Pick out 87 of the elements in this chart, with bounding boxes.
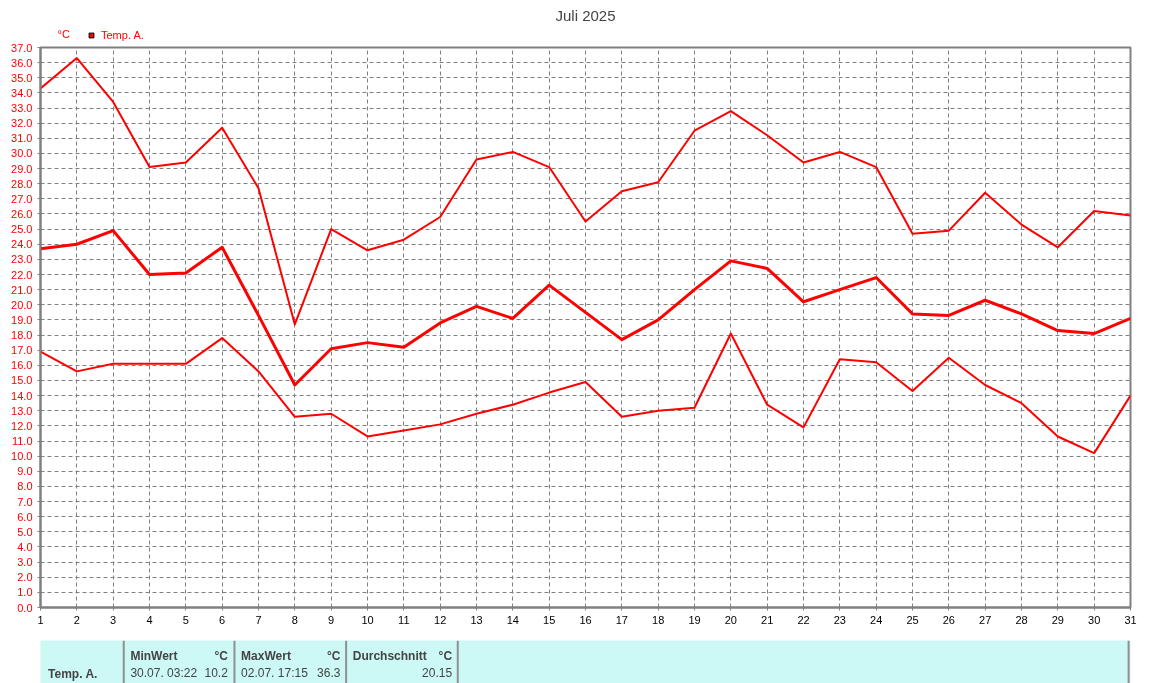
- y-tick-label: 33.0: [11, 102, 33, 115]
- x-tick-label: 30: [1088, 613, 1101, 626]
- line-series: [40, 229, 1131, 387]
- x-tick-label: 25: [906, 613, 919, 626]
- x-tick-label: 3: [110, 613, 117, 626]
- y-tick-label: 34.0: [11, 86, 33, 99]
- y-tick-label: 2.0: [17, 571, 33, 584]
- x-tick-label: 21: [761, 613, 774, 626]
- text: 36.3: [317, 666, 341, 680]
- y-tick-label: 7.0: [17, 495, 33, 508]
- x-tick-label: 22: [797, 613, 810, 626]
- x-tick-label: 13: [470, 613, 483, 626]
- x-tick-label: 26: [942, 613, 955, 626]
- y-tick-label: 13.0: [11, 404, 33, 417]
- y-tick-label: 0.0: [17, 601, 33, 614]
- y-tick-label: 36.0: [11, 56, 33, 69]
- y-tick-label: 31.0: [11, 132, 33, 145]
- y-tick-label: 17.0: [11, 344, 33, 357]
- x-tick-label: 9: [328, 613, 335, 626]
- text: 10.2: [204, 666, 229, 680]
- x-tick-label: 17: [615, 613, 628, 626]
- x-tick-label: 7: [255, 613, 262, 626]
- x-tick-label: 12: [434, 613, 447, 626]
- y-tick-label: 25.0: [11, 223, 33, 236]
- y-tick-label: 16.0: [11, 359, 33, 372]
- text: 30.07. 03:22: [130, 665, 198, 680]
- y-tick-label: 18.0: [11, 329, 33, 342]
- text: °C: [214, 648, 229, 663]
- y-tick-label: 28.0: [11, 177, 33, 190]
- x-tick-label: 27: [979, 613, 992, 626]
- y-tick-label: 12.0: [11, 419, 33, 432]
- x-tick-label: 24: [870, 613, 883, 626]
- x-tick-label: 1: [37, 613, 44, 626]
- y-tick-label: 27.0: [11, 192, 33, 205]
- y-tick-label: 21.0: [11, 283, 33, 296]
- x-tick-label: 19: [688, 613, 701, 626]
- text: MinWert: [130, 648, 178, 663]
- y-tick-label: 11.0: [11, 435, 33, 448]
- y-tick-label: 15.0: [11, 374, 33, 387]
- x-tick-label: 10: [361, 613, 374, 626]
- y-tick-label: 8.0: [17, 480, 33, 493]
- text: MaxWert: [241, 648, 291, 663]
- text: °C: [326, 648, 341, 663]
- y-tick-label: 10.0: [11, 450, 33, 463]
- y-tick-label: 19.0: [11, 313, 33, 326]
- y-axis-title: °C: [57, 27, 70, 40]
- text: 20.15: [422, 666, 453, 680]
- x-tick-label: 2: [73, 613, 80, 626]
- y-tick-label: 26.0: [11, 207, 33, 220]
- y-tick-label: 37.0: [11, 41, 33, 54]
- y-tick-label: 32.0: [11, 117, 33, 130]
- y-tick-label: 20.0: [11, 298, 33, 311]
- x-tick-label: 16: [579, 613, 592, 626]
- y-tick-label: 14.0: [11, 389, 33, 402]
- x-tick-label: 18: [652, 613, 665, 626]
- line-series: [40, 57, 1131, 326]
- x-tick-label: 15: [543, 613, 556, 626]
- x-tick-label: 8: [291, 613, 298, 626]
- x-tick-label: 23: [833, 613, 846, 626]
- text: Durchschnitt: [352, 648, 427, 663]
- x-tick-label: 20: [724, 613, 737, 626]
- text: °C: [438, 648, 453, 663]
- text: Temp. A.: [48, 666, 98, 681]
- x-tick-label: 5: [182, 613, 189, 626]
- y-tick-label: 1.0: [17, 586, 33, 599]
- x-tick-label: 14: [506, 613, 519, 626]
- line-series: [40, 332, 1131, 455]
- legend-label: Temp. A.: [101, 29, 144, 41]
- x-tick-label: 4: [146, 613, 153, 626]
- x-tick-label: 6: [219, 613, 226, 626]
- chart-title: Juli 2025: [555, 6, 616, 24]
- y-tick-label: 9.0: [17, 465, 33, 478]
- y-tick-label: 24.0: [11, 238, 33, 251]
- y-tick-label: 30.0: [11, 147, 33, 160]
- x-tick-label: 31: [1124, 613, 1137, 626]
- x-tick-label: 28: [1015, 613, 1028, 626]
- x-tick-label: 29: [1051, 613, 1064, 626]
- y-tick-label: 3.0: [17, 556, 33, 569]
- y-tick-label: 4.0: [17, 540, 33, 553]
- text: 02.07. 17:15: [241, 665, 309, 680]
- y-tick-label: 5.0: [17, 525, 33, 538]
- y-tick-label: 6.0: [17, 510, 33, 523]
- y-tick-label: 35.0: [11, 71, 33, 84]
- y-tick-label: 29.0: [11, 162, 33, 175]
- y-tick-label: 23.0: [11, 253, 33, 266]
- y-tick-label: 22.0: [11, 268, 33, 281]
- x-tick-label: 11: [398, 613, 410, 626]
